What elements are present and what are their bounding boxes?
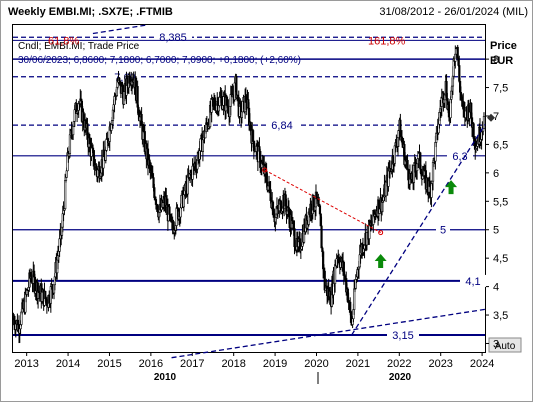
year-tick-label: 2021: [346, 358, 370, 370]
level-label-bg: [447, 149, 473, 162]
candle-body: [136, 86, 139, 108]
year-tick-label: 2016: [139, 358, 163, 370]
blue-trendline: [92, 24, 147, 35]
trendline-anchor: [378, 230, 384, 236]
up-arrow-icon: [374, 254, 387, 269]
last-price-marker-icon: [487, 113, 495, 122]
candle-body: [240, 111, 244, 118]
price-tick-label: 3: [493, 338, 499, 350]
auto-scale-label: Auto: [495, 341, 516, 352]
level-label: 8,385: [159, 32, 187, 44]
year-tick-label: 2013: [14, 358, 38, 370]
price-tick-label: 4,5: [493, 253, 508, 265]
annotations: 61,8% 161,8%: [48, 35, 495, 269]
series-info-label: Cndl; EMBI.MI; Trade Price: [18, 41, 140, 52]
blue-trendline: [171, 308, 486, 359]
fib-label-161-8: 161,8%: [368, 35, 406, 47]
candle-body: [64, 180, 67, 210]
level-label-bg: [266, 119, 298, 132]
candle-body: [65, 170, 68, 178]
chart-title: Weekly EMBI.MI; .SX7E; .FTMIB: [8, 6, 173, 18]
currency-label: EUR: [490, 55, 513, 67]
candle-body: [218, 96, 221, 106]
price-tick-label: 6,5: [493, 139, 508, 151]
price-axis-title: Price: [490, 40, 517, 52]
candlestick-series: [12, 44, 486, 344]
price-tick-label: 4: [493, 282, 499, 294]
year-tick-label: 2022: [387, 358, 411, 370]
candle-body: [333, 264, 337, 284]
level-label: 4,1: [465, 276, 480, 288]
year-tick-label: 2018: [221, 358, 245, 370]
year-tick-label: 2019: [263, 358, 287, 370]
candle-body: [430, 183, 433, 198]
price-axis: 3 3,5 4 4,5 5 5,5 6 6,5 7 7,5 8: [485, 54, 508, 350]
candle-body: [353, 288, 356, 310]
candle-body: [456, 46, 459, 59]
auto-scale-button[interactable]: Auto: [488, 337, 522, 353]
candle-body: [320, 225, 323, 249]
candle-body: [235, 75, 238, 99]
decade-label-2020: 2020: [389, 372, 412, 383]
candle-body: [251, 130, 255, 142]
year-tick-label: 2014: [56, 358, 80, 370]
price-tick-label: 7,5: [493, 83, 508, 95]
price-tick-label: 5: [493, 225, 499, 237]
year-tick-label: 2020: [304, 358, 328, 370]
year-tick-label: 2017: [180, 358, 204, 370]
price-tick-label: 8: [493, 54, 499, 66]
up-arrow-icon: [445, 180, 458, 195]
price-tick-label: 6: [493, 168, 499, 180]
price-tick-label: 5,5: [493, 196, 508, 208]
year-tick-label: 2024: [470, 358, 494, 370]
candle-body: [318, 205, 322, 215]
level-label-bg: [460, 274, 486, 287]
candle-body: [406, 159, 409, 170]
candle-body: [168, 206, 171, 215]
candle-body: [349, 301, 352, 312]
price-tick-label: 7: [493, 111, 499, 123]
price-tick-label: 3,5: [493, 310, 508, 322]
date-range-label: 31/08/2012 - 26/01/2024 (MIL): [379, 6, 528, 18]
year-tick-label: 2015: [97, 358, 121, 370]
level-label: 3,15: [392, 330, 413, 342]
trendline-anchor: [262, 167, 268, 173]
level-label: 6,84: [271, 120, 292, 132]
decade-label-2010: 2010: [154, 372, 177, 383]
level-label-bg: [436, 223, 450, 236]
candle-body: [72, 125, 75, 136]
year-tick-label: 2023: [428, 358, 452, 370]
level-label: 5: [440, 225, 446, 237]
candle-body: [64, 177, 68, 181]
blue-trendline: [351, 124, 486, 336]
candle-body: [104, 150, 107, 161]
level-label: 6,3: [452, 151, 467, 163]
trendlines: [92, 24, 486, 359]
plot-frame: [12, 24, 486, 353]
candle-body: [44, 290, 47, 300]
level-label-bg: [387, 328, 419, 341]
time-axis: 2013 2014 2015 2016 2017 2018 2019 2020 2021 2022…: [14, 352, 494, 370]
candle-body: [482, 116, 486, 129]
fib-label-61-8: 61,8%: [48, 35, 79, 47]
ohlc-info-label: 30/06/2023; 6,8600; 7,1800; 6,7000; 7,09…: [18, 55, 301, 66]
red-trendline: [264, 169, 381, 234]
